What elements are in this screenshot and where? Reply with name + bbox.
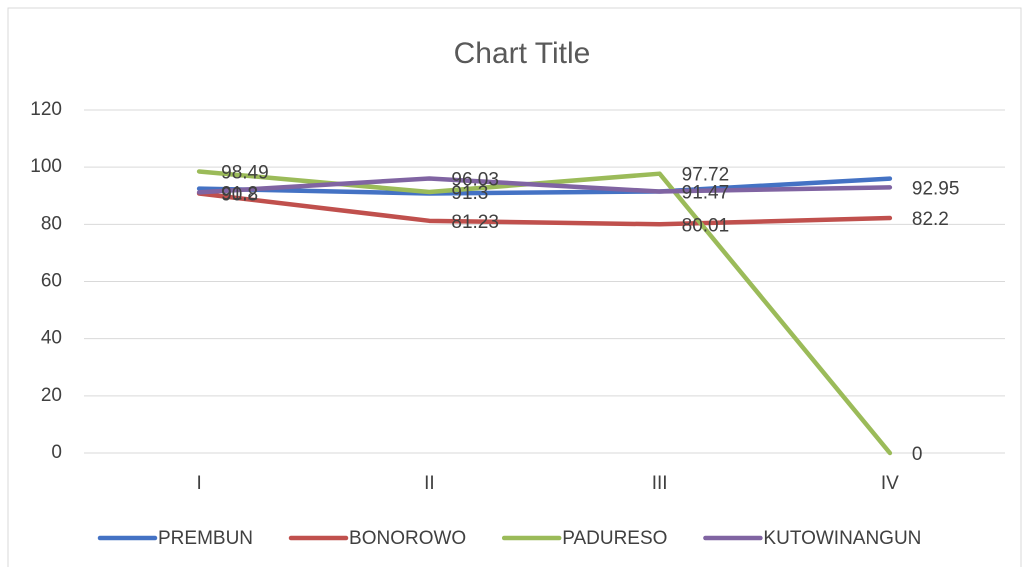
- data-label: 91.2: [221, 183, 258, 204]
- series-line: [196, 176, 893, 195]
- x-tick-label: III: [652, 473, 668, 494]
- data-label: 90.8: [221, 184, 258, 205]
- series-line: [196, 191, 893, 227]
- data-label: 96.03: [451, 170, 499, 191]
- data-label: 0: [912, 444, 923, 465]
- chart-title: Chart Title: [454, 37, 591, 70]
- chart-border: [7, 7, 1022, 572]
- legend-label: PREMBUN: [158, 528, 253, 549]
- data-label: 82.2: [912, 209, 949, 230]
- legend-label: KUTOWINANGUN: [763, 528, 921, 549]
- x-tick-label: II: [424, 473, 435, 494]
- y-tick-label: 20: [41, 385, 62, 406]
- series-line: [196, 176, 893, 196]
- data-label: 80.01: [682, 215, 730, 236]
- legend-label: PADURESO: [562, 528, 667, 549]
- data-label: 81.23: [451, 212, 499, 233]
- y-tick-label: 0: [51, 442, 62, 463]
- y-tick-label: 80: [41, 213, 62, 234]
- data-label: 98.49: [221, 162, 269, 183]
- x-tick-label: IV: [881, 473, 899, 494]
- x-tick-label: I: [196, 473, 201, 494]
- y-tick-label: 60: [41, 271, 62, 292]
- data-label: 91.47: [682, 183, 730, 204]
- y-tick-label: 40: [41, 328, 62, 349]
- y-tick-label: 100: [30, 156, 62, 177]
- legend-label: BONOROWO: [349, 528, 466, 549]
- data-label: 92.95: [912, 178, 960, 199]
- data-label: 97.72: [682, 165, 730, 186]
- data-label: 91.3: [451, 183, 488, 204]
- y-tick-label: 120: [30, 99, 62, 120]
